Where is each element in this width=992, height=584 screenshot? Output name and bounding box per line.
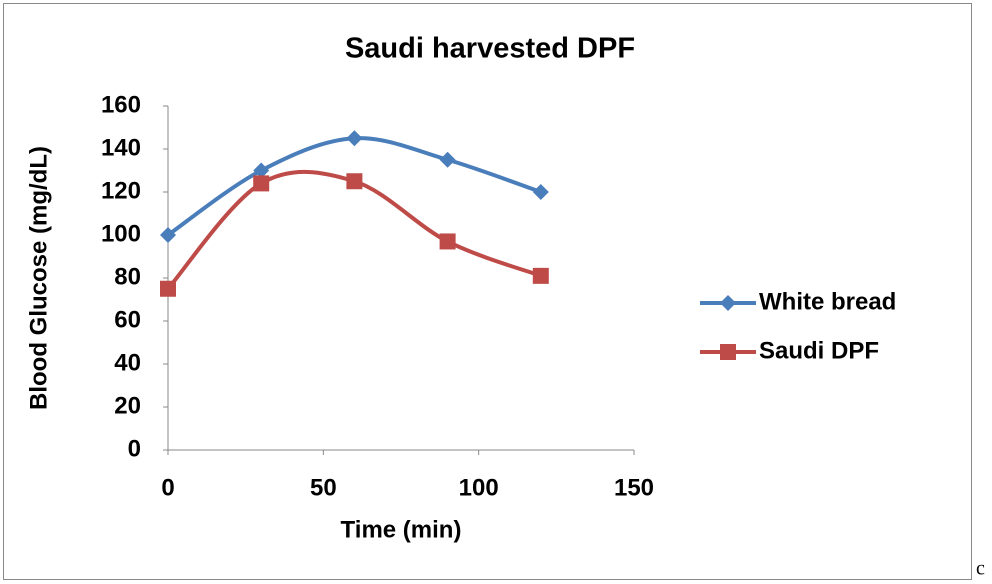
y-tick-label: 100 [101, 220, 141, 247]
marker [160, 280, 176, 297]
legend-label: Saudi DPF [759, 337, 879, 364]
marker [253, 175, 270, 192]
marker [532, 184, 549, 200]
legend-label: White bread [759, 288, 896, 315]
marker [346, 130, 363, 147]
y-axis-label: Blood Glucose (mg/dL) [25, 146, 52, 410]
marker [439, 233, 456, 250]
y-tick-label: 80 [114, 263, 141, 290]
marker [346, 173, 363, 190]
x-tick-label: 50 [310, 474, 337, 501]
y-tick-label: 0 [128, 435, 141, 462]
marker [720, 295, 736, 311]
marker [439, 151, 456, 168]
marker [253, 162, 270, 179]
y-tick-label: 40 [114, 349, 141, 376]
y-tick-label: 140 [101, 134, 141, 161]
chart-title: Saudi harvested DPF [345, 33, 635, 65]
x-tick-label: 0 [161, 474, 174, 501]
trailing-text: c [976, 558, 985, 580]
y-tick-label: 20 [114, 392, 141, 419]
marker [160, 227, 176, 243]
y-tick-label: 60 [114, 306, 141, 333]
y-tick-label: 160 [101, 91, 141, 118]
marker [720, 344, 736, 360]
marker [532, 267, 549, 284]
x-tick-label: 100 [459, 474, 499, 501]
x-tick-label: 150 [614, 474, 654, 501]
y-tick-label: 120 [101, 177, 141, 204]
x-axis-label: Time (min) [341, 516, 462, 543]
